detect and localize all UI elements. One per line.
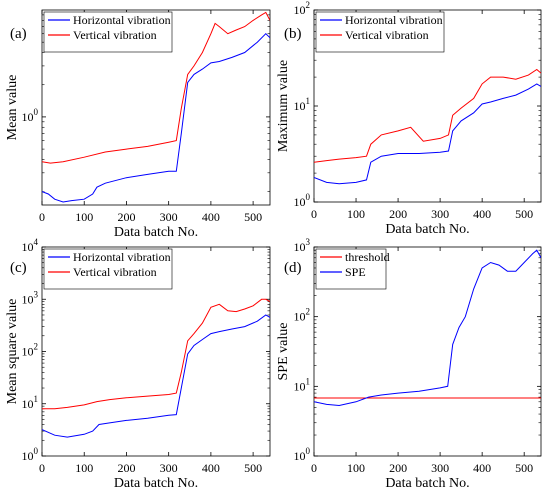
panel-label: (a) <box>10 26 27 42</box>
y-tick-label: 101 <box>294 376 311 393</box>
panel-label: (d) <box>284 260 302 276</box>
x-tick-label: 300 <box>431 461 449 475</box>
legend-label: Vertical vibration <box>345 28 429 42</box>
y-tick-label: 101 <box>294 96 311 113</box>
plot-area <box>313 246 542 457</box>
y-tick-label: 100 <box>22 107 39 124</box>
y-tick-label: 102 <box>294 0 311 17</box>
y-tick-label: 102 <box>22 342 39 359</box>
x-axis-label: Data batch No. <box>385 222 469 237</box>
y-axis-label: Maximum value <box>276 60 291 152</box>
legend-box <box>315 248 387 290</box>
x-tick-label: 500 <box>244 461 262 475</box>
legend-label: Horizontal vibration <box>73 250 171 264</box>
x-tick-label: 100 <box>75 210 93 224</box>
x-axis-label: Data batch No. <box>114 225 198 240</box>
series-line-1 <box>314 83 541 185</box>
y-tick-label: 104 <box>22 237 39 254</box>
x-tick-label: 0 <box>311 207 317 221</box>
x-tick-label: 0 <box>311 461 317 475</box>
x-tick-label: 100 <box>347 461 365 475</box>
series-line-1 <box>42 314 270 438</box>
series-line-2 <box>314 68 541 163</box>
x-tick-label: 300 <box>431 207 449 221</box>
chart-panel-4: 0 100 200 300 400 500100101102103thresholdSPE… <box>276 237 542 491</box>
y-axis-label: Mean square value <box>5 299 20 405</box>
legend-label: SPE <box>345 265 366 279</box>
x-tick-label: 500 <box>515 461 533 475</box>
y-tick-label: 100 <box>294 192 311 209</box>
y-tick-label: 103 <box>294 237 311 254</box>
y-tick-label: 100 <box>22 446 39 463</box>
panel-label: (b) <box>284 26 302 42</box>
series-line-2 <box>42 11 270 164</box>
x-tick-label: 400 <box>473 207 491 221</box>
x-tick-label: 500 <box>515 207 533 221</box>
legend-box <box>43 11 173 53</box>
x-tick-label: 200 <box>389 461 407 475</box>
x-tick-label: 200 <box>117 461 135 475</box>
x-tick-label: 400 <box>473 461 491 475</box>
x-tick-label: 100 <box>347 207 365 221</box>
y-tick-label: 100 <box>294 446 311 463</box>
series-line-2 <box>42 298 270 410</box>
legend-label: threshold <box>345 250 390 264</box>
legend-box <box>43 248 173 290</box>
legend-label: Vertical vibration <box>73 265 157 279</box>
x-tick-label: 200 <box>389 207 407 221</box>
legend-label: Vertical vibration <box>73 28 157 42</box>
chart-panel-1: 0 100 200 300 400 500 100 Horizontal vibrationV… <box>5 9 271 240</box>
x-tick-label: 100 <box>75 461 93 475</box>
x-tick-label: 0 <box>39 461 45 475</box>
y-tick-label: 103 <box>22 289 39 306</box>
y-tick-label: 101 <box>22 394 39 411</box>
y-tick-label: 102 <box>294 307 311 324</box>
legend-label: Horizontal vibration <box>73 13 171 27</box>
legend-label: Horizontal vibration <box>345 13 443 27</box>
x-tick-label: 400 <box>202 210 220 224</box>
legend-box <box>315 11 445 53</box>
plot-area <box>41 9 271 206</box>
x-tick-label: 300 <box>160 210 178 224</box>
x-tick-label: 0 <box>39 210 45 224</box>
y-axis-label: SPE value <box>276 323 291 381</box>
y-axis-label: Mean value <box>5 75 20 141</box>
x-axis-label: Data batch No. <box>385 476 469 491</box>
x-tick-label: 500 <box>244 210 262 224</box>
series-line-1 <box>42 32 270 203</box>
panel-label: (c) <box>10 260 27 276</box>
chart-panel-3: 0 100 200 300 400 500100101102103104Horizonta… <box>5 237 271 491</box>
x-tick-label: 400 <box>202 461 220 475</box>
x-tick-label: 300 <box>160 461 178 475</box>
x-tick-label: 200 <box>117 210 135 224</box>
x-axis-label: Data batch No. <box>114 476 198 491</box>
series-line-2 <box>314 249 541 407</box>
